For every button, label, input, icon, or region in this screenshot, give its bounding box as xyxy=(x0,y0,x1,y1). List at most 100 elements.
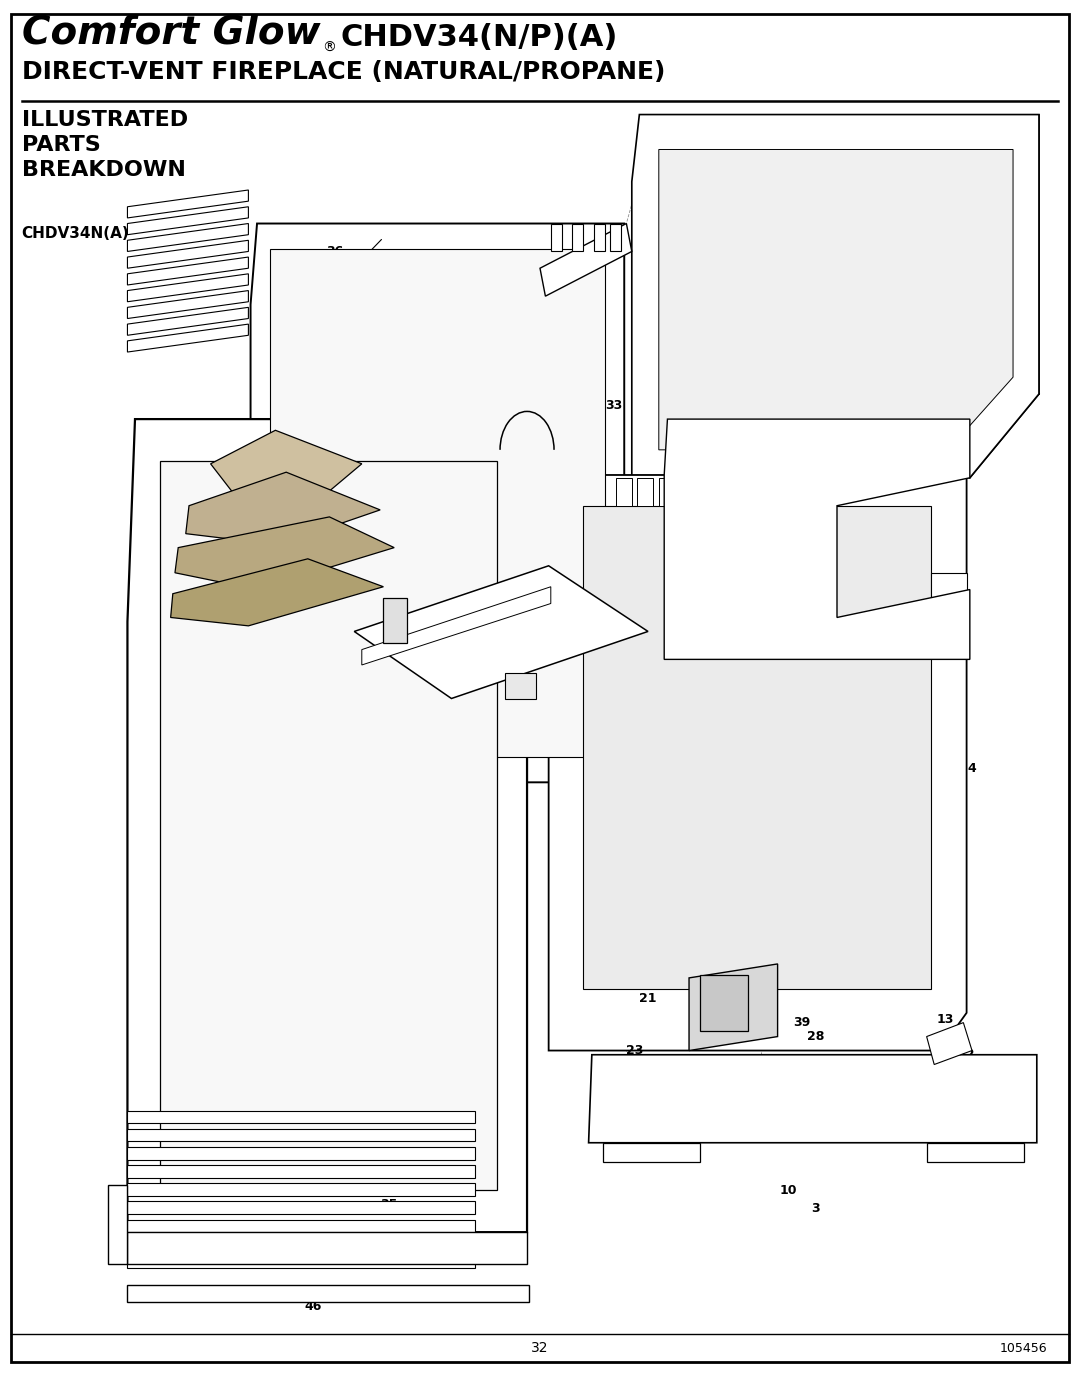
Text: 36: 36 xyxy=(326,244,343,258)
Text: ILLUSTRATED
PARTS
BREAKDOWN: ILLUSTRATED PARTS BREAKDOWN xyxy=(22,110,188,180)
Polygon shape xyxy=(127,274,248,302)
Text: 13: 13 xyxy=(936,1013,954,1027)
Text: 105456: 105456 xyxy=(1000,1341,1048,1355)
Polygon shape xyxy=(127,291,248,319)
Polygon shape xyxy=(927,1023,972,1065)
Text: 32: 32 xyxy=(699,559,716,573)
Text: 47: 47 xyxy=(518,454,536,468)
Polygon shape xyxy=(127,1129,475,1141)
Text: 34-2: 34-2 xyxy=(201,468,231,482)
Text: 21: 21 xyxy=(639,992,657,1006)
Text: CHDV34(N/P)(A): CHDV34(N/P)(A) xyxy=(340,22,618,52)
Polygon shape xyxy=(127,1256,475,1268)
Polygon shape xyxy=(540,224,632,296)
Text: 10: 10 xyxy=(780,1183,797,1197)
Polygon shape xyxy=(127,1147,475,1160)
Polygon shape xyxy=(616,478,632,506)
Text: 32: 32 xyxy=(531,1341,549,1355)
Text: 22: 22 xyxy=(691,978,708,992)
Text: 14: 14 xyxy=(942,1034,959,1048)
Text: 6: 6 xyxy=(476,692,485,705)
Polygon shape xyxy=(127,1238,475,1250)
Text: 45: 45 xyxy=(143,1183,160,1197)
Polygon shape xyxy=(354,566,648,698)
Polygon shape xyxy=(127,207,248,235)
Polygon shape xyxy=(211,430,362,500)
Polygon shape xyxy=(589,1055,1037,1143)
Polygon shape xyxy=(175,517,394,590)
Text: 34-1: 34-1 xyxy=(293,447,323,461)
Polygon shape xyxy=(664,419,970,659)
Text: ®: ® xyxy=(322,41,336,54)
Text: Comfort Glow: Comfort Glow xyxy=(22,14,320,52)
Text: 26: 26 xyxy=(564,541,581,555)
Text: 25: 25 xyxy=(434,496,451,510)
Text: 6: 6 xyxy=(406,503,415,517)
Text: 17: 17 xyxy=(791,1055,808,1069)
Polygon shape xyxy=(127,257,248,285)
Polygon shape xyxy=(931,573,967,615)
Polygon shape xyxy=(171,559,383,626)
Text: 7: 7 xyxy=(163,538,172,552)
Text: 12: 12 xyxy=(958,1048,975,1062)
Text: 1: 1 xyxy=(951,629,960,643)
Polygon shape xyxy=(186,472,380,545)
Text: 33: 33 xyxy=(605,398,622,412)
Polygon shape xyxy=(127,419,527,1232)
Text: 38: 38 xyxy=(855,1058,873,1071)
Polygon shape xyxy=(160,461,497,1190)
Text: 34-4: 34-4 xyxy=(212,552,242,566)
Polygon shape xyxy=(594,224,605,251)
Text: 11: 11 xyxy=(845,384,862,398)
Bar xyxy=(700,975,748,1031)
Text: 29: 29 xyxy=(423,517,441,531)
Polygon shape xyxy=(127,1165,475,1178)
Text: 23: 23 xyxy=(626,1044,644,1058)
Polygon shape xyxy=(551,224,562,251)
Text: 6: 6 xyxy=(762,692,771,705)
Text: CHDV34N(A): CHDV34N(A) xyxy=(22,226,130,242)
Text: 8: 8 xyxy=(981,1085,989,1099)
Polygon shape xyxy=(680,478,697,506)
Polygon shape xyxy=(127,240,248,268)
Text: 43: 43 xyxy=(328,890,346,904)
Text: 11 (Included in
Hardware Pack): 11 (Included in Hardware Pack) xyxy=(869,394,951,415)
Polygon shape xyxy=(659,478,675,506)
Text: 20: 20 xyxy=(375,594,392,608)
Text: 2: 2 xyxy=(860,328,868,342)
Polygon shape xyxy=(603,1143,700,1162)
Text: 31: 31 xyxy=(769,601,786,615)
Polygon shape xyxy=(127,224,248,251)
Bar xyxy=(383,598,407,643)
Polygon shape xyxy=(127,1232,527,1264)
Polygon shape xyxy=(108,1185,127,1264)
Text: 5: 5 xyxy=(935,1118,944,1132)
Text: 41: 41 xyxy=(389,429,406,443)
Text: 42: 42 xyxy=(456,1013,473,1027)
Polygon shape xyxy=(927,1143,1024,1162)
Polygon shape xyxy=(632,115,1039,478)
Text: 3: 3 xyxy=(811,1201,820,1215)
Polygon shape xyxy=(659,149,1013,450)
Text: 15: 15 xyxy=(950,1062,968,1076)
Text: 48: 48 xyxy=(607,1071,624,1085)
Bar xyxy=(505,673,536,698)
Polygon shape xyxy=(127,190,248,218)
Text: 7: 7 xyxy=(255,1285,264,1299)
Polygon shape xyxy=(689,964,778,1051)
Text: 5: 5 xyxy=(1002,1083,1011,1097)
Polygon shape xyxy=(127,307,248,335)
Polygon shape xyxy=(251,224,624,782)
Text: DIRECT-VENT FIREPLACE (NATURAL/PROPANE): DIRECT-VENT FIREPLACE (NATURAL/PROPANE) xyxy=(22,60,665,84)
Text: 35: 35 xyxy=(313,1155,330,1169)
Polygon shape xyxy=(270,249,605,757)
Text: 16: 16 xyxy=(666,852,684,866)
Text: 9: 9 xyxy=(730,1097,739,1111)
Text: 35: 35 xyxy=(380,1197,397,1211)
Text: 34-3: 34-3 xyxy=(188,517,218,531)
Polygon shape xyxy=(583,506,931,989)
Polygon shape xyxy=(637,478,653,506)
Text: 4: 4 xyxy=(968,761,976,775)
Text: 24: 24 xyxy=(504,685,522,698)
Text: 6: 6 xyxy=(471,510,480,524)
